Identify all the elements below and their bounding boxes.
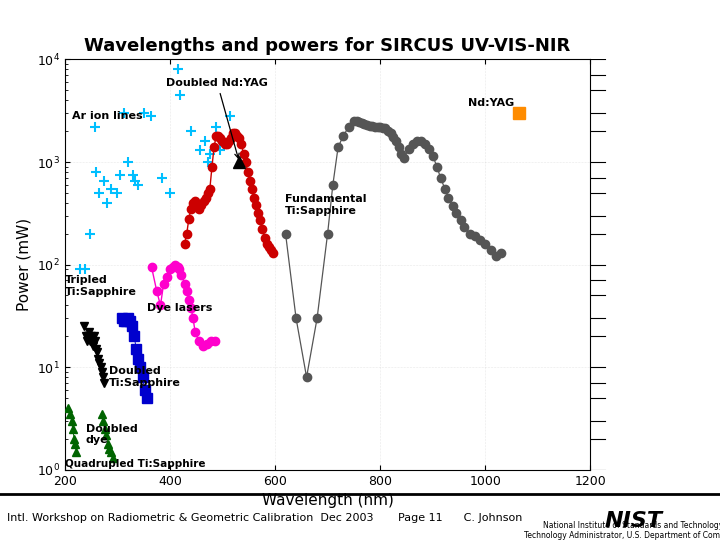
Text: Tripled
Ti:Sapphire: Tripled Ti:Sapphire — [65, 275, 137, 296]
Title: Wavelengths and powers for SIRCUS UV-VIS-NIR: Wavelengths and powers for SIRCUS UV-VIS… — [84, 37, 571, 55]
Text: Ar ion lines: Ar ion lines — [71, 111, 143, 121]
Text: Dye lasers: Dye lasers — [147, 303, 212, 313]
Y-axis label: Power (mW): Power (mW) — [17, 218, 32, 311]
Text: NIST: NIST — [605, 511, 662, 531]
Text: Doubled
dye: Doubled dye — [86, 424, 138, 446]
Text: Fundamental
Ti:Sapphire: Fundamental Ti:Sapphire — [284, 194, 366, 216]
Text: Doubled
Ti:Sapphire: Doubled Ti:Sapphire — [109, 366, 181, 388]
Text: National Institute of Standards and Technology
Technology Administrator, U.S. De: National Institute of Standards and Tech… — [523, 521, 720, 540]
Text: Quadrupled Ti:Sapphire: Quadrupled Ti:Sapphire — [65, 458, 205, 469]
Text: Nd:YAG: Nd:YAG — [469, 98, 515, 107]
X-axis label: Wavelength (nm): Wavelength (nm) — [261, 493, 394, 508]
Text: Doubled Nd:YAG: Doubled Nd:YAG — [166, 78, 268, 158]
Text: Intl. Workshop on Radiometric & Geometric Calibration  Dec 2003       Page 11   : Intl. Workshop on Radiometric & Geometri… — [7, 514, 523, 523]
